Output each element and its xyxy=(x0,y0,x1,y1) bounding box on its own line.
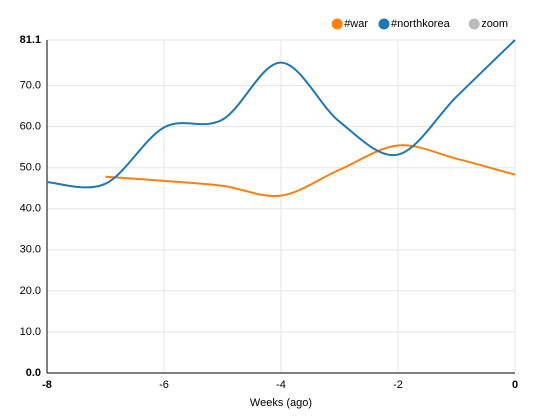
y-tick-label: 70.0 xyxy=(20,79,41,91)
line xyxy=(46,39,516,189)
y-tick-label: 50.0 xyxy=(20,162,41,174)
y-tick-label: 81.1 xyxy=(20,34,41,46)
y-tick-label: 40.0 xyxy=(20,203,41,215)
legend-item[interactable]: #war xyxy=(331,18,368,30)
x-tick-label: -6 xyxy=(159,379,169,391)
x-axis-label: Weeks (ago) xyxy=(250,397,312,409)
x-tick-label: -2 xyxy=(393,379,403,391)
legend-item[interactable]: #northkorea xyxy=(378,18,451,30)
y-tick-label: 30.0 xyxy=(20,244,41,256)
line xyxy=(105,144,516,198)
legend-swatch xyxy=(331,18,343,30)
legend-label: #war xyxy=(344,18,368,30)
y-tick-label: 0.0 xyxy=(26,367,41,379)
legend-swatch xyxy=(378,18,390,30)
legend-swatch xyxy=(468,18,480,30)
legend-label: zoom xyxy=(481,18,508,30)
y-tick-label: 10.0 xyxy=(20,326,41,338)
x-tick-label: -4 xyxy=(276,379,286,391)
legend-item[interactable]: zoom xyxy=(468,18,508,30)
legend-label: #northkorea xyxy=(391,18,451,30)
x-tick-label: -8 xyxy=(42,379,52,391)
x-tick-label: 0 xyxy=(512,379,518,391)
y-tick-label: 20.0 xyxy=(20,285,41,297)
y-tick-label: 60.0 xyxy=(20,121,41,133)
